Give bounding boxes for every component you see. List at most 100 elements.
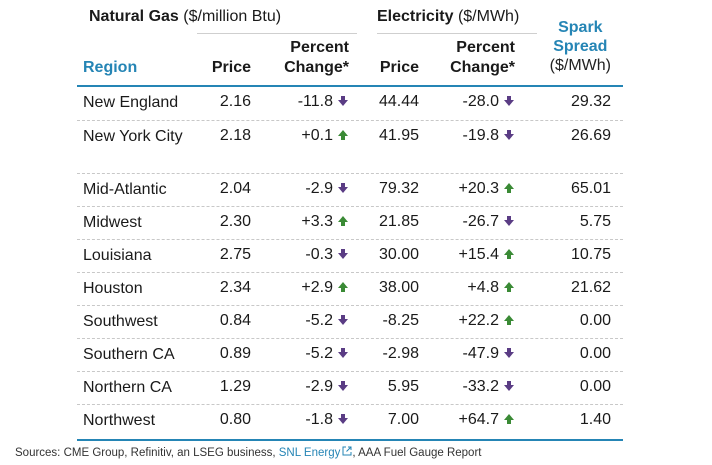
gas-percent-change-cell: -5.2 xyxy=(267,345,349,363)
region-cell: Houston xyxy=(83,279,203,299)
electricity-percent-change-cell: -19.8 xyxy=(433,127,515,145)
sources-footnote: Sources: CME Group, Refinitiv, an LSEG b… xyxy=(15,446,481,459)
gas-percent-change-cell-value: +3.3 xyxy=(301,213,333,230)
natural-gas-group-header: Natural Gas ($/million Btu) xyxy=(89,8,281,26)
region-cell-value: New York City xyxy=(83,128,183,145)
spark-spread-cell-value: 65.01 xyxy=(570,180,611,197)
gas-price-cell-value: 2.30 xyxy=(219,213,251,230)
electricity-percent-change-cell-value: +22.2 xyxy=(458,312,499,329)
gas-change-label: Change* xyxy=(284,59,349,76)
gas-percent-change-column-header: Percent Change* xyxy=(267,38,349,78)
row-divider xyxy=(77,404,623,405)
region-cell: Southern CA xyxy=(83,345,203,365)
spark-spread-cell-value: 0.00 xyxy=(579,345,611,362)
down-arrow-icon xyxy=(503,128,515,140)
region-cell-value: Houston xyxy=(83,280,143,297)
gas-percent-change-cell-value: -2.9 xyxy=(305,378,333,395)
down-arrow-icon xyxy=(503,379,515,391)
down-arrow-icon xyxy=(337,313,349,325)
gas-price-cell: 2.04 xyxy=(201,180,251,198)
down-arrow-icon xyxy=(337,247,349,259)
gas-percent-change-cell: -2.9 xyxy=(267,378,349,396)
electricity-price-cell: 30.00 xyxy=(357,246,419,264)
electricity-change-label: Change* xyxy=(450,59,515,76)
gas-price-cell-value: 2.18 xyxy=(219,127,251,144)
electricity-price-cell-value: 38.00 xyxy=(378,279,419,296)
up-arrow-icon xyxy=(503,412,515,424)
gas-price-cell-value: 2.04 xyxy=(219,180,251,197)
electricity-percent-change-cell: -33.2 xyxy=(433,378,515,396)
gas-price-cell-value: 1.29 xyxy=(219,378,251,395)
electricity-percent-change-cell: -26.7 xyxy=(433,213,515,231)
region-cell: Louisiana xyxy=(83,246,203,266)
electricity-price-cell-value: 44.44 xyxy=(378,93,419,110)
spark-spread-cell-value: 26.69 xyxy=(570,127,611,144)
gas-percent-change-cell: +3.3 xyxy=(267,213,349,231)
spark-spread-cell-value: 1.40 xyxy=(579,411,611,428)
gas-percent-change-cell-value: -2.9 xyxy=(305,180,333,197)
spark-spread-cell: 0.00 xyxy=(537,345,611,363)
gas-percent-change-cell-value: +0.1 xyxy=(301,127,333,144)
gas-price-cell: 2.18 xyxy=(201,127,251,145)
electricity-price-cell: 7.00 xyxy=(357,411,419,429)
spark-spread-cell: 0.00 xyxy=(537,312,611,330)
row-divider xyxy=(77,371,623,372)
sources-suffix: , AAA Fuel Gauge Report xyxy=(352,447,482,459)
table-row: Louisiana 2.75 -0.3 30.00 +15.4 10.75 xyxy=(77,240,623,273)
up-arrow-icon xyxy=(503,247,515,259)
spark-unit: ($/MWh) xyxy=(549,57,611,74)
region-cell-value: Mid-Atlantic xyxy=(83,181,167,198)
spark-spread-cell: 21.62 xyxy=(537,279,611,297)
down-arrow-icon xyxy=(503,346,515,358)
snl-energy-link[interactable]: SNL Energy xyxy=(278,446,353,459)
gas-price-cell: 0.89 xyxy=(201,345,251,363)
gas-price-column-header: Price xyxy=(211,59,251,76)
table-row: Midwest 2.30 +3.3 21.85 -26.7 5.75 xyxy=(77,207,623,240)
down-arrow-icon xyxy=(503,214,515,226)
electricity-percent-change-cell-value: +15.4 xyxy=(458,246,499,263)
region-cell: Northern CA xyxy=(83,378,203,398)
electricity-price-cell: 41.95 xyxy=(357,127,419,145)
table-row: Northern CA 1.29 -2.9 5.95 -33.2 0.00 xyxy=(77,372,623,405)
gas-price-cell-value: 0.84 xyxy=(219,312,251,329)
gas-price-cell: 0.80 xyxy=(201,411,251,429)
region-cell-value: New England xyxy=(83,94,179,111)
spark-spread-cell-value: 21.62 xyxy=(570,279,611,296)
region-cell: Midwest xyxy=(83,213,203,233)
electricity-percent-change-cell: +22.2 xyxy=(433,312,515,330)
electricity-price-cell: 5.95 xyxy=(357,378,419,396)
gas-percent-change-cell: +0.1 xyxy=(267,127,349,145)
up-arrow-icon xyxy=(337,128,349,140)
electricity-percent-change-cell-value: -28.0 xyxy=(462,93,499,110)
gas-price-cell-value: 0.80 xyxy=(219,411,251,428)
electricity-price-column-header: Price xyxy=(379,59,419,76)
electricity-percent-change-cell-value: -26.7 xyxy=(462,213,499,230)
electricity-price-cell: 21.85 xyxy=(357,213,419,231)
electricity-price-cell-value: -2.98 xyxy=(382,345,419,362)
electricity-group-header: Electricity ($/MWh) xyxy=(377,8,519,26)
spark-title-line-1: Spark xyxy=(558,19,603,36)
gas-price-cell-value: 2.34 xyxy=(219,279,251,296)
gas-price-cell: 2.34 xyxy=(201,279,251,297)
region-cell: Southwest xyxy=(83,312,203,332)
down-arrow-icon xyxy=(503,94,515,106)
electricity-unit: ($/MWh) xyxy=(457,8,520,25)
region-cell-value: Northwest xyxy=(83,412,156,429)
up-arrow-icon xyxy=(337,214,349,226)
natural-gas-unit: ($/million Btu) xyxy=(183,8,282,25)
electricity-percent-change-cell-value: -19.8 xyxy=(462,127,499,144)
spark-spread-cell-value: 10.75 xyxy=(570,246,611,263)
electricity-price-cell: 38.00 xyxy=(357,279,419,297)
gas-percent-change-cell: -2.9 xyxy=(267,180,349,198)
snl-energy-link-label: SNL Energy xyxy=(278,447,341,459)
region-cell: New England xyxy=(83,93,203,113)
electricity-price-cell: -8.25 xyxy=(357,312,419,330)
table-row: New York City 2.18 +0.1 41.95 -19.8 26.69 xyxy=(77,121,623,174)
row-divider xyxy=(77,173,623,174)
gas-percent-change-cell-value: -5.2 xyxy=(305,312,333,329)
sources-prefix: Sources: CME Group, Refinitiv, an LSEG b… xyxy=(15,447,279,459)
electricity-percent-change-cell-value: +4.8 xyxy=(467,279,499,296)
table-row: Northwest 0.80 -1.8 7.00 +64.7 1.40 xyxy=(77,405,623,439)
row-divider xyxy=(77,305,623,306)
region-column-header: Region xyxy=(83,59,138,76)
